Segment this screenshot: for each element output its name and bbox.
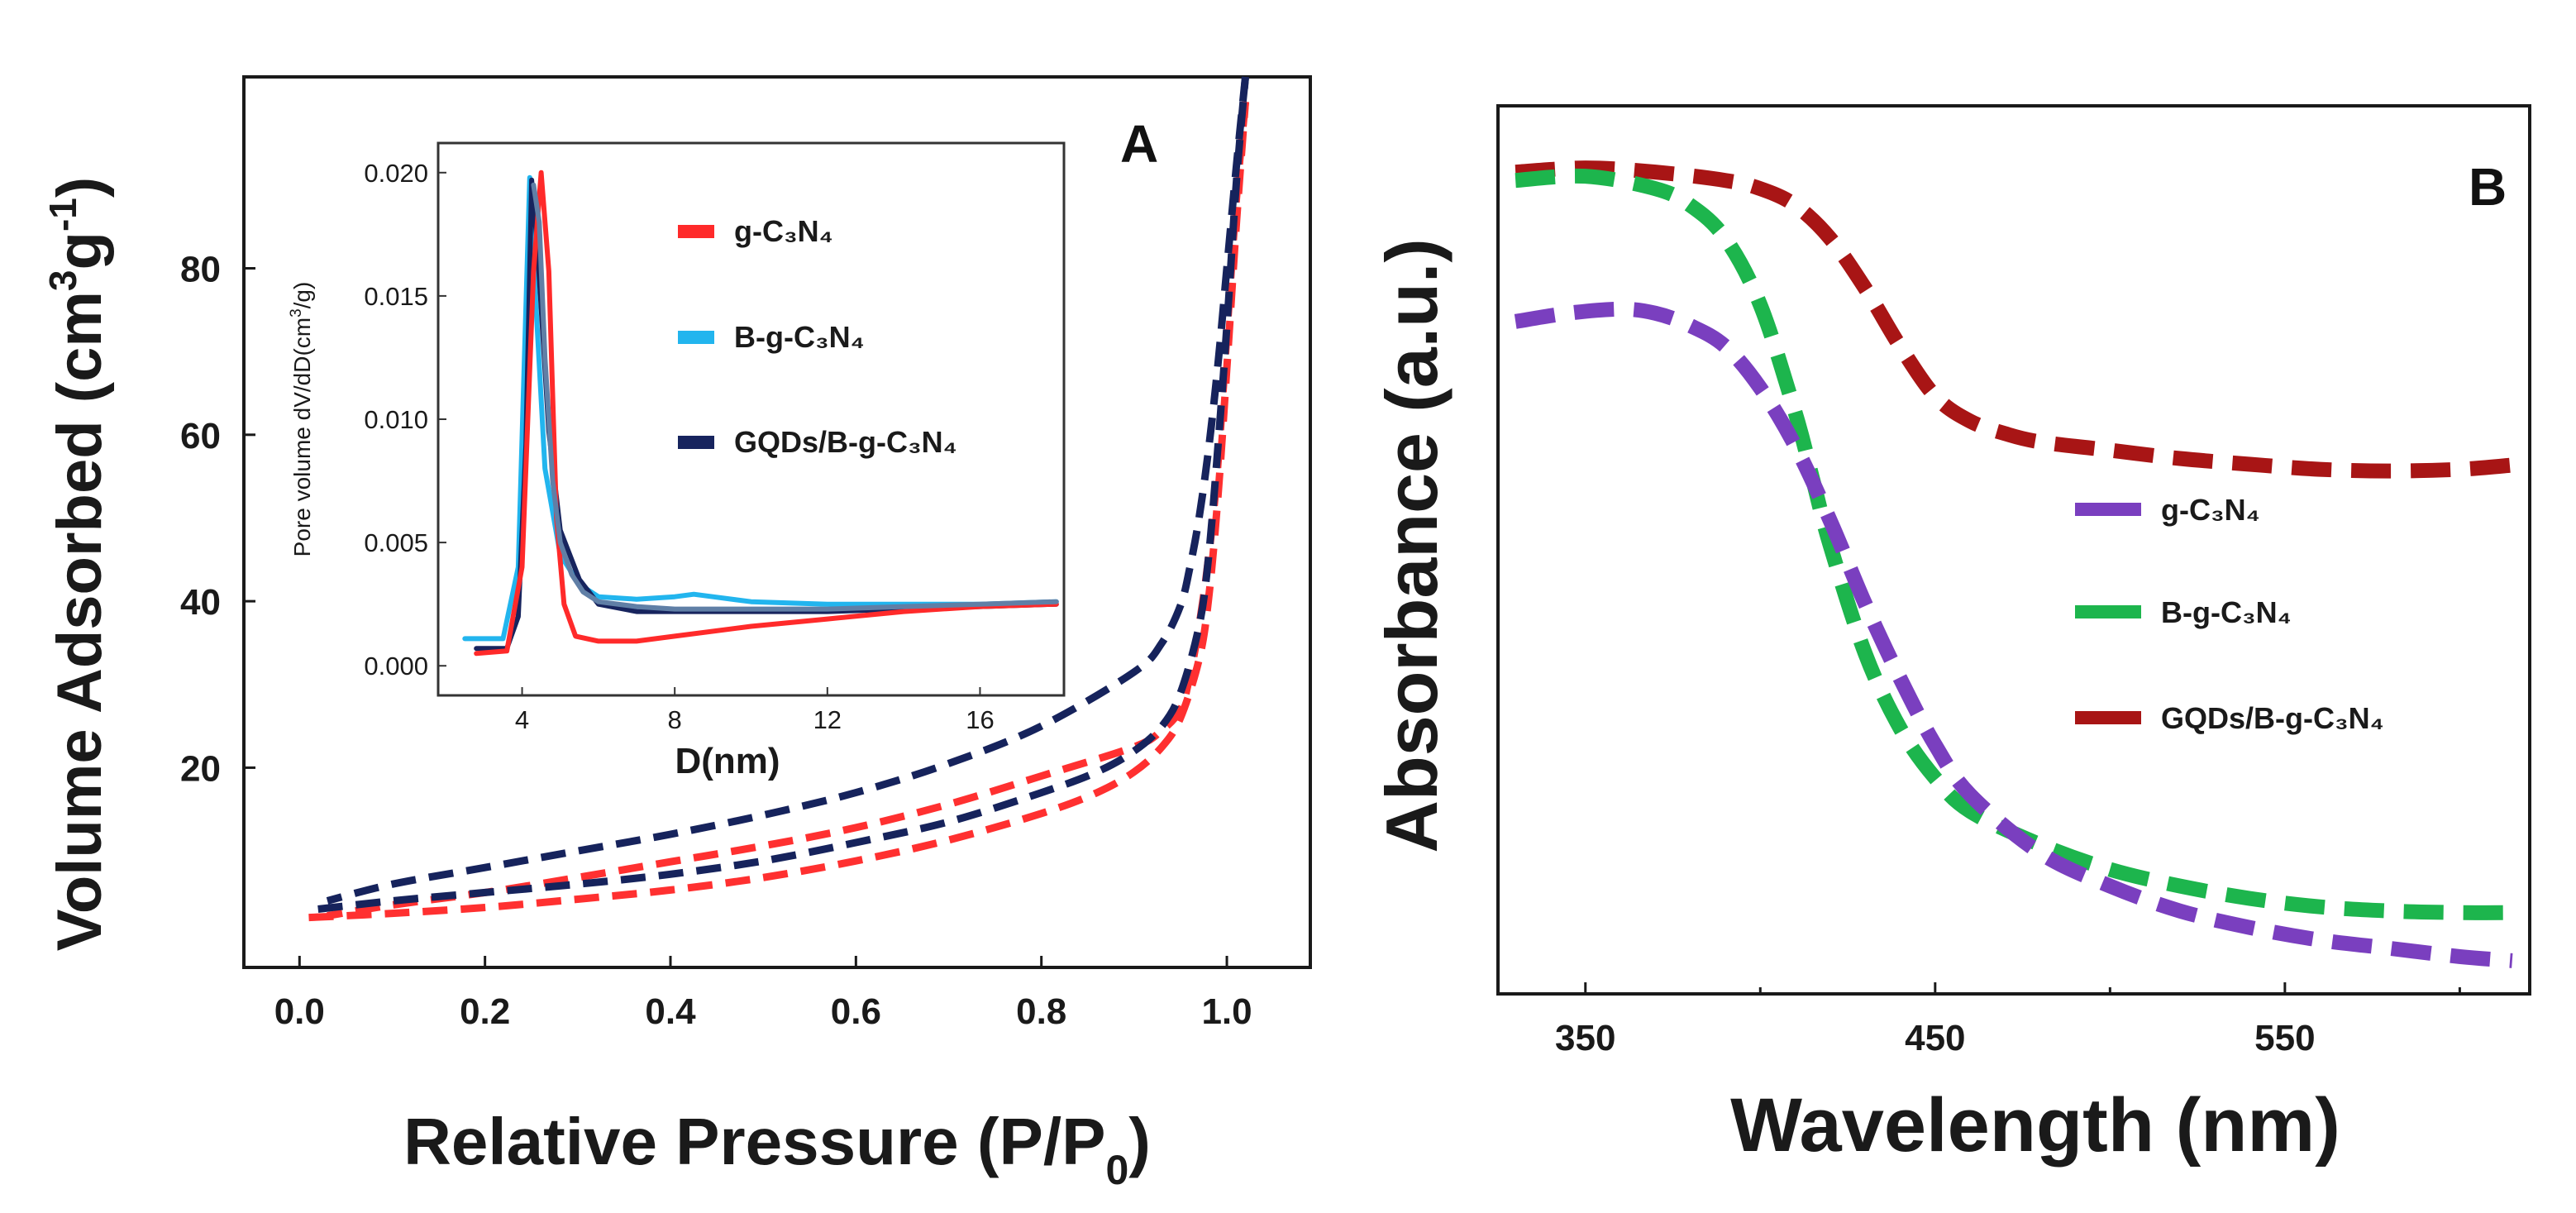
panel-a-y-tick-label: 40 (180, 582, 221, 623)
panel-b-x-tick-label: 350 (1555, 1018, 1615, 1058)
panel-a-x-tick-label: 0.2 (460, 991, 510, 1032)
panel-a-y-tick-label: 60 (180, 416, 221, 456)
inset-x-tick-label: 4 (515, 705, 529, 734)
inset-y-title-main: Pore volume dV/dD(cm (289, 318, 315, 556)
series-line-g-c3n4-adsorption (308, 101, 1249, 922)
panel-a-x-title-sub: 0 (1105, 1147, 1128, 1193)
panel-a-y-title-close: ) (45, 177, 115, 198)
inset-x-tick-label: 12 (813, 705, 842, 734)
inset-y-title-close: /g) (289, 282, 315, 309)
pore-size-inset: 4 8 12 16 0.000 0.005 0.010 0.015 0.020 D(nm) Po… (288, 141, 1066, 781)
inset-y-title-sup: 3 (288, 308, 305, 318)
inset-series (462, 170, 1059, 657)
panel-b-x-axis-title: Wavelength (nm) (1730, 1083, 2340, 1168)
panel-a-y-tick-label: 20 (180, 748, 221, 789)
series-line-g-c3n4 (1514, 301, 2513, 968)
inset-ticks: 4 8 12 16 0.000 0.005 0.010 0.015 0.020 (364, 159, 994, 734)
inset-series-line-blended-overlap (531, 182, 1059, 612)
inset-y-tick-label: 0.005 (364, 528, 428, 557)
panel-a-x-tick-label: 0.8 (1016, 991, 1066, 1032)
panel-b-legend: g-C₃N₄ B-g-C₃N₄ GQDs/B-g-C₃N₄ (2075, 493, 2384, 735)
panel-a-label: A (1120, 114, 1158, 174)
inset-series-line-g-c3n4 (474, 170, 1059, 657)
inset-x-axis-title: D(nm) (675, 741, 780, 781)
inset-legend: g-C₃N₄ B-g-C₃N₄ GQDs/B-g-C₃N₄ (678, 214, 957, 459)
panel-a-x-title-close: ) (1128, 1105, 1151, 1178)
panel-b-y-axis-title: Absorbance (a.u.) (1371, 238, 1453, 852)
panel-b-plot-frame (1496, 104, 2531, 996)
panel-b-ticks: 350 450 550 (1555, 982, 2461, 1058)
panel-a-x-tick-label: 0.6 (831, 991, 881, 1032)
panel-a-y-tick-label: 80 (180, 250, 221, 290)
inset-y-tick-label: 0.015 (364, 282, 428, 311)
panel-a-x-title-main: Relative Pressure (P/P (403, 1105, 1105, 1178)
inset-x-tick-label: 8 (668, 705, 682, 734)
series-line-b-g-c3n4 (1515, 168, 2512, 920)
panel-a-y-title-sup1: 3 (41, 270, 84, 291)
panel-b-label: B (2469, 157, 2507, 217)
panel-a-y-title-sup2: -1 (41, 198, 84, 232)
series-line-gqds-b-g-c3n4-desorption (326, 76, 1249, 905)
panel-b: B 350 450 550 g-C₃N₄B-g-C₃N₄GQDs/B-g-C₃N₄ … (1371, 104, 2531, 1168)
panel-b-legend-label: GQDs/B-g-C₃N₄ (2161, 701, 2384, 735)
inset-legend-label: B-g-C₃N₄ (734, 320, 865, 354)
panel-a-x-axis-title: Relative Pressure (P/P0) (403, 1105, 1151, 1193)
panel-a-plot-frame (242, 75, 1312, 969)
panel-a-x-tick-label: 0.0 (274, 991, 325, 1032)
inset-x-tick-label: 16 (966, 705, 994, 734)
panel-a-ticks: 0.0 0.2 0.4 0.6 0.8 1.0 20 40 60 80 (180, 250, 1252, 1032)
inset-legend-label: g-C₃N₄ (734, 214, 833, 248)
inset-y-tick-label: 0.010 (364, 405, 428, 434)
series-line-gqds-b-g-c3n4 (1515, 160, 2513, 479)
panel-a-y-title-mid: g (45, 232, 115, 270)
inset-legend-label: GQDs/B-g-C₃N₄ (734, 425, 957, 459)
panel-a-x-tick-label: 0.4 (645, 991, 696, 1032)
panel-a-series (308, 76, 1249, 922)
panel-b-x-tick-label: 450 (1905, 1018, 1965, 1058)
panel-a-y-axis-title: Volume Adsorbed (cm3g-1) (41, 177, 115, 951)
panel-b-legend-label: B-g-C₃N₄ (2161, 595, 2292, 629)
inset-y-tick-label: 0.000 (364, 652, 428, 681)
inset-series-line-b-g-c3n4 (462, 174, 1059, 642)
panel-a-y-title-main: Volume Adsorbed (cm (45, 291, 115, 951)
panel-b-x-tick-label: 550 (2254, 1018, 2315, 1058)
panel-a-x-tick-label: 1.0 (1201, 991, 1252, 1032)
panel-b-series (1514, 160, 2513, 968)
inset-y-axis-title: Pore volume dV/dD(cm3/g) (288, 282, 315, 557)
inset-y-tick-label: 0.020 (364, 159, 428, 188)
panel-b-legend-label: g-C₃N₄ (2161, 493, 2260, 527)
